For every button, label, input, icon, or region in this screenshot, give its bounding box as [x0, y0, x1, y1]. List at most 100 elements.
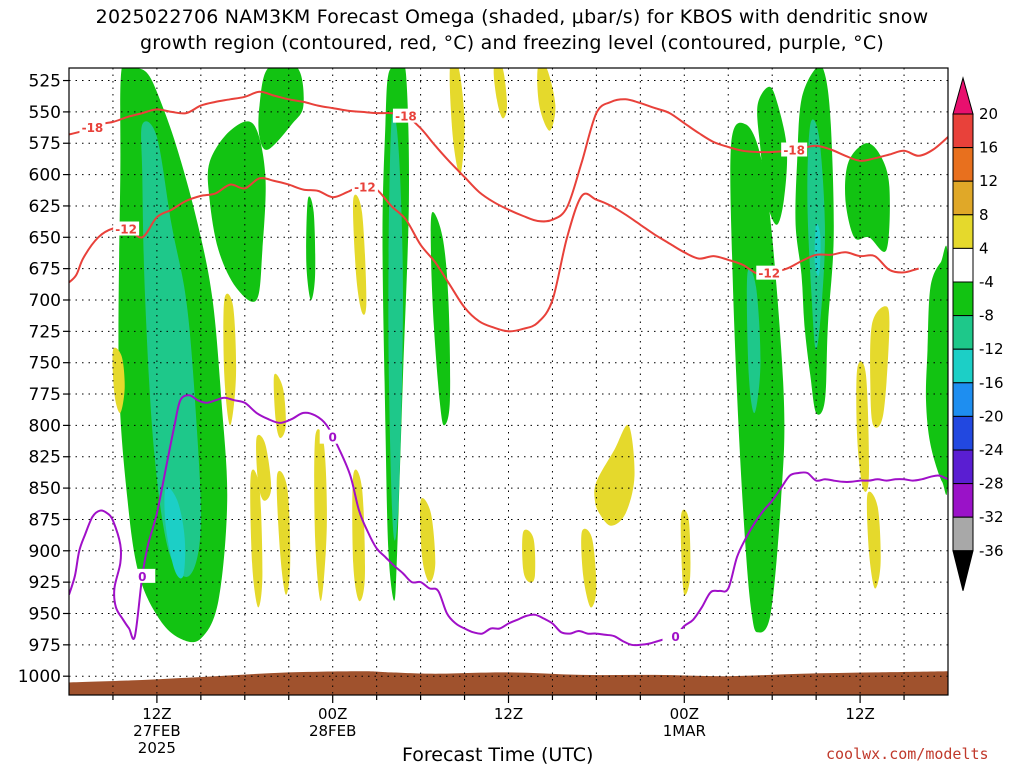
y-tick-label-775: 775: [29, 385, 61, 405]
omega-region-7: [430, 211, 451, 426]
colorbar-segment-5: [952, 247, 974, 283]
colorbar-label-13: -36: [979, 542, 1004, 560]
x-tick-label-18-1: 28FEB: [309, 722, 356, 740]
colorbar-label-6: -8: [979, 307, 994, 325]
terrain-fill: [69, 671, 948, 695]
omega-region-26: [314, 429, 327, 601]
omega-region-8: [306, 196, 316, 301]
contour-label-0: 0: [138, 570, 146, 584]
chart-title-line2: growth region (contoured, red, °C) and f…: [140, 32, 884, 54]
x-tick-label-6-0: 12Z: [142, 705, 171, 723]
colorbar-label-9: -20: [979, 407, 1004, 425]
omega-region-18: [493, 68, 507, 119]
colorbar-segment-3: [952, 180, 974, 216]
contour-label-bg: [756, 265, 783, 280]
colorbar-label-11: -28: [979, 475, 1004, 493]
colorbar-segment-10: [952, 415, 974, 451]
omega-region-30: [522, 529, 536, 583]
y-tick-label-525: 525: [29, 72, 61, 92]
y-tick-label-650: 650: [29, 228, 61, 248]
grid-lines: [69, 68, 948, 695]
omega-region-34: [870, 306, 890, 428]
colorbar-label-8: -16: [979, 374, 1004, 392]
omega-region-36: [856, 361, 869, 492]
y-tick-label-825: 825: [29, 448, 61, 468]
omega-region-15: [845, 143, 890, 252]
contour-label--18: -18: [395, 110, 417, 124]
omega-region-24: [250, 469, 263, 608]
y-tick-label-1000: 1000: [18, 667, 61, 687]
contour-label-bg: [781, 142, 808, 157]
colorbar-segment-1: [952, 113, 974, 149]
y-tick-label-875: 875: [29, 510, 61, 530]
colorbar-segment-12: [952, 483, 974, 518]
y-tick-label-925: 925: [29, 573, 61, 593]
omega-region-6: [388, 111, 403, 541]
omega-region-17: [449, 68, 465, 175]
contour-label--18: -18: [82, 121, 104, 135]
omega-region-25: [276, 470, 291, 595]
x-tick-label-54-0: 12Z: [845, 705, 874, 723]
colorbar-segment-13: [952, 516, 974, 552]
colorbar-segment-11: [952, 449, 974, 485]
y-tick-label-625: 625: [29, 197, 61, 217]
colorbar-label-2: 12: [979, 172, 998, 190]
colorbar-segment-7: [952, 315, 974, 350]
contour-lines: -18 -18 -18 -12 -12 -12 0 0 0: [69, 90, 948, 647]
contour-label-0: 0: [671, 630, 679, 644]
x-tick-label-30-0: 12Z: [494, 705, 523, 723]
omega-region-22: [256, 434, 272, 501]
omega-region-19: [537, 68, 556, 131]
x-tick-label-42-0: 00Z: [670, 705, 699, 723]
omega-region-3: [207, 121, 266, 302]
contour-label-bg: [319, 429, 346, 444]
colorbar-label-10: -24: [979, 441, 1004, 459]
omega-region-11: [757, 86, 788, 225]
omega-region-20: [112, 347, 125, 413]
contour-label--12: -12: [758, 267, 780, 281]
omega-region-16: [925, 245, 948, 495]
x-tick-label-42-1: 1MAR: [663, 722, 706, 740]
contour-label-bg: [129, 568, 156, 583]
contour-label-bg: [662, 629, 689, 644]
colorbar-segment-8: [952, 348, 974, 384]
colorbar-segment-6: [952, 281, 974, 317]
y-tick-label-850: 850: [29, 479, 61, 499]
y-tick-label-725: 725: [29, 322, 61, 342]
y-tick-label-900: 900: [29, 542, 61, 562]
omega-region-32: [581, 528, 597, 608]
x-tick-label-6-1: 27FEB: [133, 722, 180, 740]
y-tick-label-950: 950: [29, 604, 61, 624]
x-tick-label-18-0: 00Z: [318, 705, 347, 723]
contour-label-0: 0: [329, 431, 337, 445]
contour-label--18: -18: [783, 144, 805, 158]
y-tick-label-800: 800: [29, 416, 61, 436]
omega-region-21: [223, 293, 237, 426]
credit-link[interactable]: coolwx.com/modelts: [826, 745, 989, 763]
y-tick-label-575: 575: [29, 134, 61, 154]
y-tick-label-600: 600: [29, 166, 61, 186]
contour-label--12: -12: [115, 223, 137, 237]
omega-region-33: [680, 509, 691, 596]
omega-region-28: [352, 469, 366, 602]
x-tick-label-6-2: 2025: [138, 739, 176, 757]
terrain-layer: [69, 671, 948, 695]
omega-region-4: [258, 68, 304, 150]
contour-label-bg: [392, 108, 419, 123]
colorbar-segment-9: [952, 382, 974, 417]
colorbar-label-7: -12: [979, 340, 1004, 358]
colorbar-top-arrow: [952, 76, 974, 115]
contour-label--12: -12: [354, 181, 376, 195]
omega-region-29: [419, 498, 436, 583]
chart-title: 2025022706 NAM3KM Forecast Omega (shaded…: [0, 4, 1024, 56]
y-tick-label-700: 700: [29, 291, 61, 311]
y-tick-label-550: 550: [29, 103, 61, 123]
y-tick-label-750: 750: [29, 354, 61, 374]
colorbar-segment-4: [952, 214, 974, 249]
contour-0-2: [69, 394, 948, 647]
omega-region-2: [164, 486, 186, 579]
colorbar-label-4: 4: [979, 239, 989, 257]
colorbar-bottom-arrow: [952, 550, 974, 591]
colorbar-label-12: -32: [979, 508, 1004, 526]
